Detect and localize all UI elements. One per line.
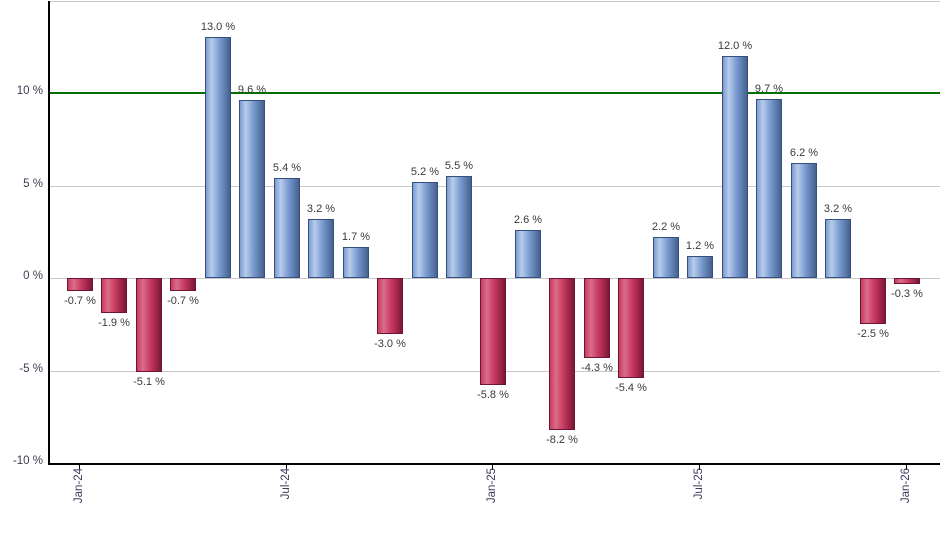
- bar-value-label-Feb-24: -1.9 %: [98, 317, 130, 329]
- y-axis-label--5: -5 %: [19, 363, 43, 375]
- bar-May-24: [205, 37, 231, 278]
- x-axis-label-Jan-25: Jan-25: [486, 468, 498, 504]
- bar-Jun-24: [239, 100, 265, 278]
- bar-value-label-Sep-25: 9.7 %: [754, 83, 784, 95]
- bar-value-label-Jun-24: 9.6 %: [237, 84, 267, 96]
- y-axis-label-10: 10 %: [16, 85, 43, 97]
- bar-Mar-25: [549, 278, 575, 430]
- bar-Jul-24: [274, 178, 300, 278]
- x-axis-label-Jul-25: Jul-25: [693, 468, 705, 500]
- y-axis-line: [48, 1, 50, 465]
- x-axis-tick-Jul-24: [286, 465, 287, 470]
- x-axis-tick-Jan-24: [79, 465, 80, 470]
- bar-Aug-24: [308, 219, 334, 278]
- bar-Jan-26: [894, 278, 920, 284]
- bar-value-label-May-25: -5.4 %: [615, 382, 647, 394]
- bar-Oct-24: [377, 278, 403, 334]
- x-axis-label-Jul-24: Jul-24: [280, 468, 292, 500]
- bar-Dec-24: [446, 176, 472, 278]
- bar-Sep-25: [756, 99, 782, 278]
- bar-value-label-Mar-25: -8.2 %: [546, 434, 578, 446]
- x-axis-line: [48, 463, 940, 465]
- bar-value-label-Jul-25: 1.2 %: [685, 240, 715, 252]
- bar-Aug-25: [722, 56, 748, 278]
- threshold-line: [49, 92, 940, 94]
- bar-value-label-Jan-24: -0.7 %: [64, 295, 96, 307]
- x-axis-tick-Jan-25: [492, 465, 493, 470]
- bar-Jan-25: [480, 278, 506, 385]
- bar-value-label-Aug-24: 3.2 %: [306, 203, 336, 215]
- bar-value-label-Jan-26: -0.3 %: [891, 288, 923, 300]
- bar-Oct-25: [791, 163, 817, 278]
- bar-Sep-24: [343, 247, 369, 278]
- bar-value-label-Jun-25: 2.2 %: [651, 221, 681, 233]
- bar-value-label-Apr-25: -4.3 %: [581, 362, 613, 374]
- bar-Nov-24: [412, 182, 438, 278]
- bar-value-label-Apr-24: -0.7 %: [167, 295, 199, 307]
- bar-Jul-25: [687, 256, 713, 278]
- y-axis-label-0: 0 %: [23, 270, 43, 282]
- x-axis-label-Jan-24: Jan-24: [73, 468, 85, 504]
- bar-Dec-25: [860, 278, 886, 324]
- bar-Apr-25: [584, 278, 610, 358]
- plot-top-border: [50, 1, 940, 2]
- bar-value-label-Feb-25: 2.6 %: [513, 214, 543, 226]
- bar-value-label-May-24: 13.0 %: [200, 21, 236, 33]
- gridline-5: [49, 186, 940, 187]
- bar-value-label-Dec-25: -2.5 %: [857, 328, 889, 340]
- bar-value-label-Jan-25: -5.8 %: [477, 389, 509, 401]
- bar-Apr-24: [170, 278, 196, 291]
- bar-Feb-24: [101, 278, 127, 313]
- x-axis-tick-Jan-26: [906, 465, 907, 470]
- x-axis-label-Jan-26: Jan-26: [900, 468, 912, 504]
- bar-value-label-Oct-24: -3.0 %: [374, 338, 406, 350]
- y-axis-label--10: -10 %: [12, 455, 43, 467]
- bar-value-label-Nov-24: 5.2 %: [410, 166, 440, 178]
- bar-May-25: [618, 278, 644, 378]
- x-axis-tick-Jul-25: [699, 465, 700, 470]
- bar-Mar-24: [136, 278, 162, 372]
- bar-value-label-Aug-25: 12.0 %: [717, 40, 753, 52]
- bar-value-label-Mar-24: -5.1 %: [133, 376, 165, 388]
- bar-value-label-Jul-24: 5.4 %: [272, 162, 302, 174]
- plot-area: -0.7 % -1.9 % -5.1 % -0.7 % 13.0 % 9.6 % 5.4 %…: [49, 2, 940, 463]
- bar-value-label-Dec-24: 5.5 %: [444, 160, 474, 172]
- bar-Nov-25: [825, 219, 851, 278]
- bar-Jan-24: [67, 278, 93, 291]
- y-axis-label-5: 5 %: [23, 178, 43, 190]
- bar-Jun-25: [653, 237, 679, 278]
- bar-value-label-Sep-24: 1.7 %: [341, 231, 371, 243]
- bar-value-label-Nov-25: 3.2 %: [823, 203, 853, 215]
- bar-value-label-Oct-25: 6.2 %: [789, 147, 819, 159]
- bar-Feb-25: [515, 230, 541, 278]
